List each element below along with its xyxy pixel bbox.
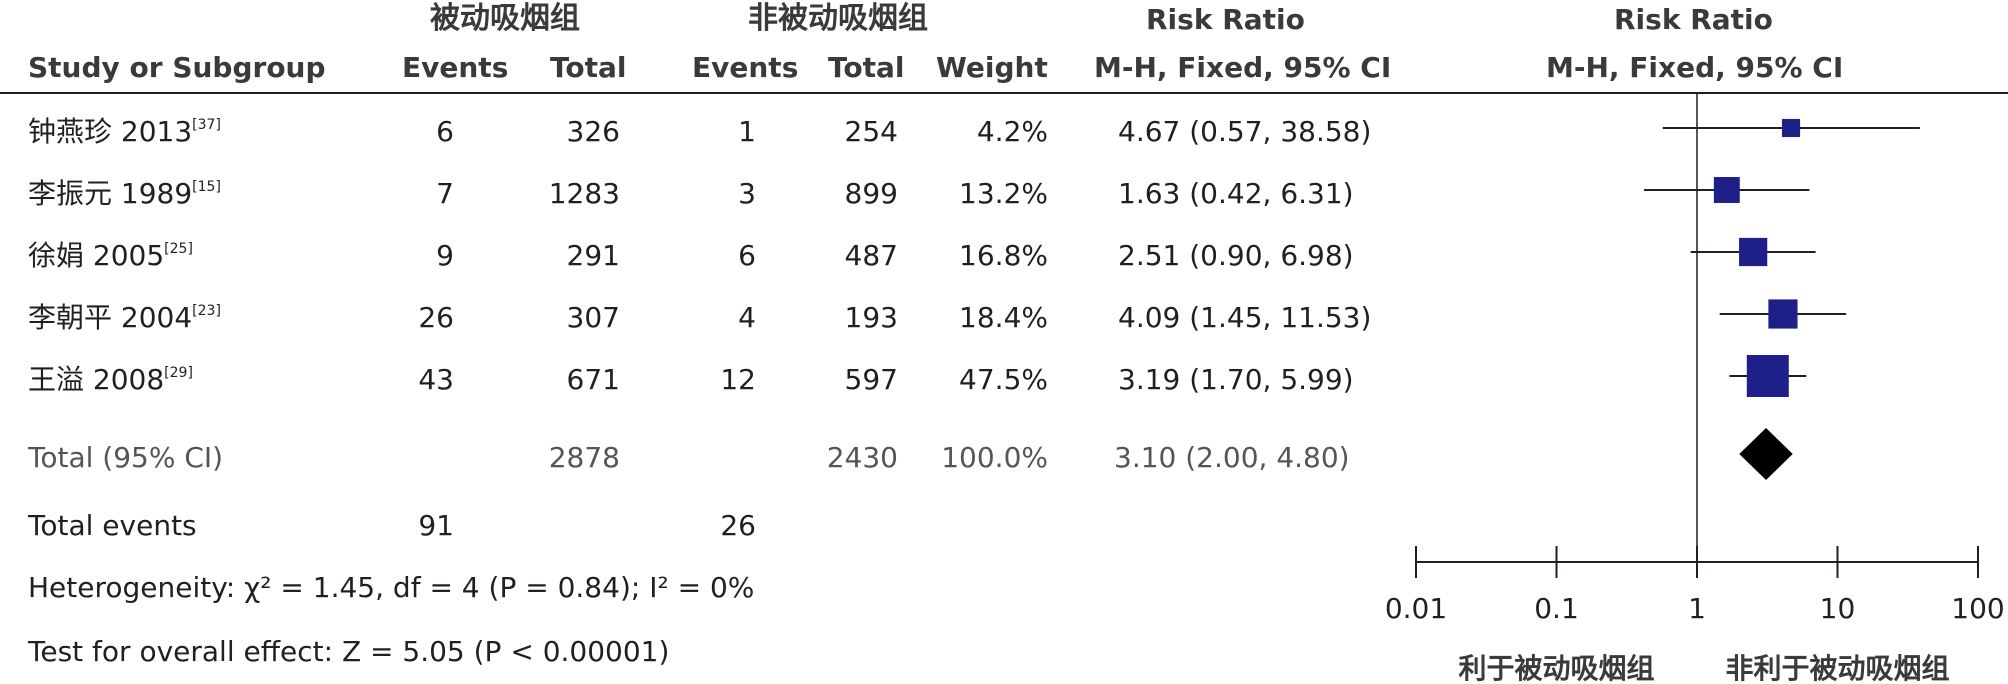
ci-value: 4.09 (1.45, 11.53) bbox=[1118, 301, 1372, 334]
total-label: Total (95% CI) bbox=[28, 441, 224, 474]
total2-value: 899 bbox=[844, 177, 898, 210]
weight-value: 4.2% bbox=[976, 115, 1048, 148]
favours-right-label: 非利于被动吸烟组 bbox=[1725, 652, 1949, 684]
events2-header: Events bbox=[692, 51, 799, 84]
group1-header: 被动吸烟组 bbox=[430, 1, 580, 36]
effect-square bbox=[1739, 237, 1768, 267]
events2-value: 12 bbox=[720, 363, 756, 396]
x-tick-label: 10 bbox=[1820, 592, 1856, 625]
total2-value: 193 bbox=[844, 301, 898, 334]
rr-title: Risk Ratio bbox=[1146, 3, 1305, 36]
x-tick-label: 100 bbox=[1951, 592, 2004, 625]
events2-value: 1 bbox=[738, 115, 756, 148]
total1-value: 291 bbox=[566, 239, 620, 272]
study-name: 王溢 2008[29] bbox=[28, 363, 193, 396]
study-name: 钟燕珍 2013[37] bbox=[28, 115, 221, 148]
events1-value: 26 bbox=[418, 301, 454, 334]
x-tick-label: 1 bbox=[1688, 592, 1706, 625]
total2-header: Total bbox=[828, 51, 905, 84]
pooled-diamond bbox=[1739, 428, 1793, 480]
weight-value: 18.4% bbox=[959, 301, 1048, 334]
plot-title: Risk Ratio bbox=[1614, 3, 1773, 36]
rr-method-header: M-H, Fixed, 95% CI bbox=[1094, 51, 1392, 84]
overall-effect-text: Test for overall effect: Z = 5.05 (P < 0… bbox=[28, 635, 670, 668]
events1-value: 9 bbox=[436, 239, 454, 272]
total1-value: 307 bbox=[566, 301, 620, 334]
total-events2: 26 bbox=[720, 509, 756, 542]
study-col-header: Study or Subgroup bbox=[28, 51, 326, 84]
total1-value: 671 bbox=[566, 363, 620, 396]
total1-value: 1283 bbox=[548, 177, 620, 210]
total1-sum: 2878 bbox=[548, 441, 620, 474]
total2-value: 487 bbox=[844, 239, 898, 272]
study-name: 李朝平 2004[23] bbox=[28, 301, 221, 334]
total2-sum: 2430 bbox=[826, 441, 898, 474]
ci-value: 1.63 (0.42, 6.31) bbox=[1118, 177, 1354, 210]
weight-value: 13.2% bbox=[959, 177, 1048, 210]
ci-value: 2.51 (0.90, 6.98) bbox=[1118, 239, 1354, 272]
study-name: 李振元 1989[15] bbox=[28, 177, 221, 210]
ci-value: 4.67 (0.57, 38.58) bbox=[1118, 115, 1372, 148]
weight-header: Weight bbox=[936, 51, 1048, 84]
group2-header: 非被动吸烟组 bbox=[748, 1, 928, 36]
total-events-label: Total events bbox=[28, 509, 197, 542]
study-name: 徐娟 2005[25] bbox=[28, 239, 193, 272]
total1-value: 326 bbox=[566, 115, 620, 148]
total-events1: 91 bbox=[418, 509, 454, 542]
effect-square bbox=[1768, 299, 1798, 329]
x-tick-label: 0.1 bbox=[1534, 592, 1579, 625]
weight-value: 16.8% bbox=[959, 239, 1048, 272]
weight-value: 47.5% bbox=[959, 363, 1048, 396]
events1-value: 43 bbox=[418, 363, 454, 396]
total2-value: 597 bbox=[844, 363, 898, 396]
events2-value: 6 bbox=[738, 239, 756, 272]
events1-value: 7 bbox=[436, 177, 454, 210]
total1-header: Total bbox=[550, 51, 627, 84]
events1-value: 6 bbox=[436, 115, 454, 148]
events1-header: Events bbox=[402, 51, 509, 84]
total-weight: 100.0% bbox=[941, 441, 1048, 474]
favours-left-label: 利于被动吸烟组 bbox=[1458, 652, 1654, 684]
effect-square bbox=[1713, 177, 1740, 203]
events2-value: 4 bbox=[738, 301, 756, 334]
header-rule bbox=[0, 92, 2008, 94]
ci-value: 3.19 (1.70, 5.99) bbox=[1118, 363, 1354, 396]
x-tick-label: 0.01 bbox=[1385, 592, 1447, 625]
heterogeneity-text: Heterogeneity: χ² = 1.45, df = 4 (P = 0.… bbox=[28, 571, 755, 604]
events2-value: 3 bbox=[738, 177, 756, 210]
effect-square bbox=[1746, 355, 1789, 397]
plot-method-header: M-H, Fixed, 95% CI bbox=[1546, 51, 1844, 84]
total2-value: 254 bbox=[844, 115, 898, 148]
effect-square bbox=[1781, 118, 1801, 138]
total-ci: 3.10 (2.00, 4.80) bbox=[1114, 441, 1350, 474]
